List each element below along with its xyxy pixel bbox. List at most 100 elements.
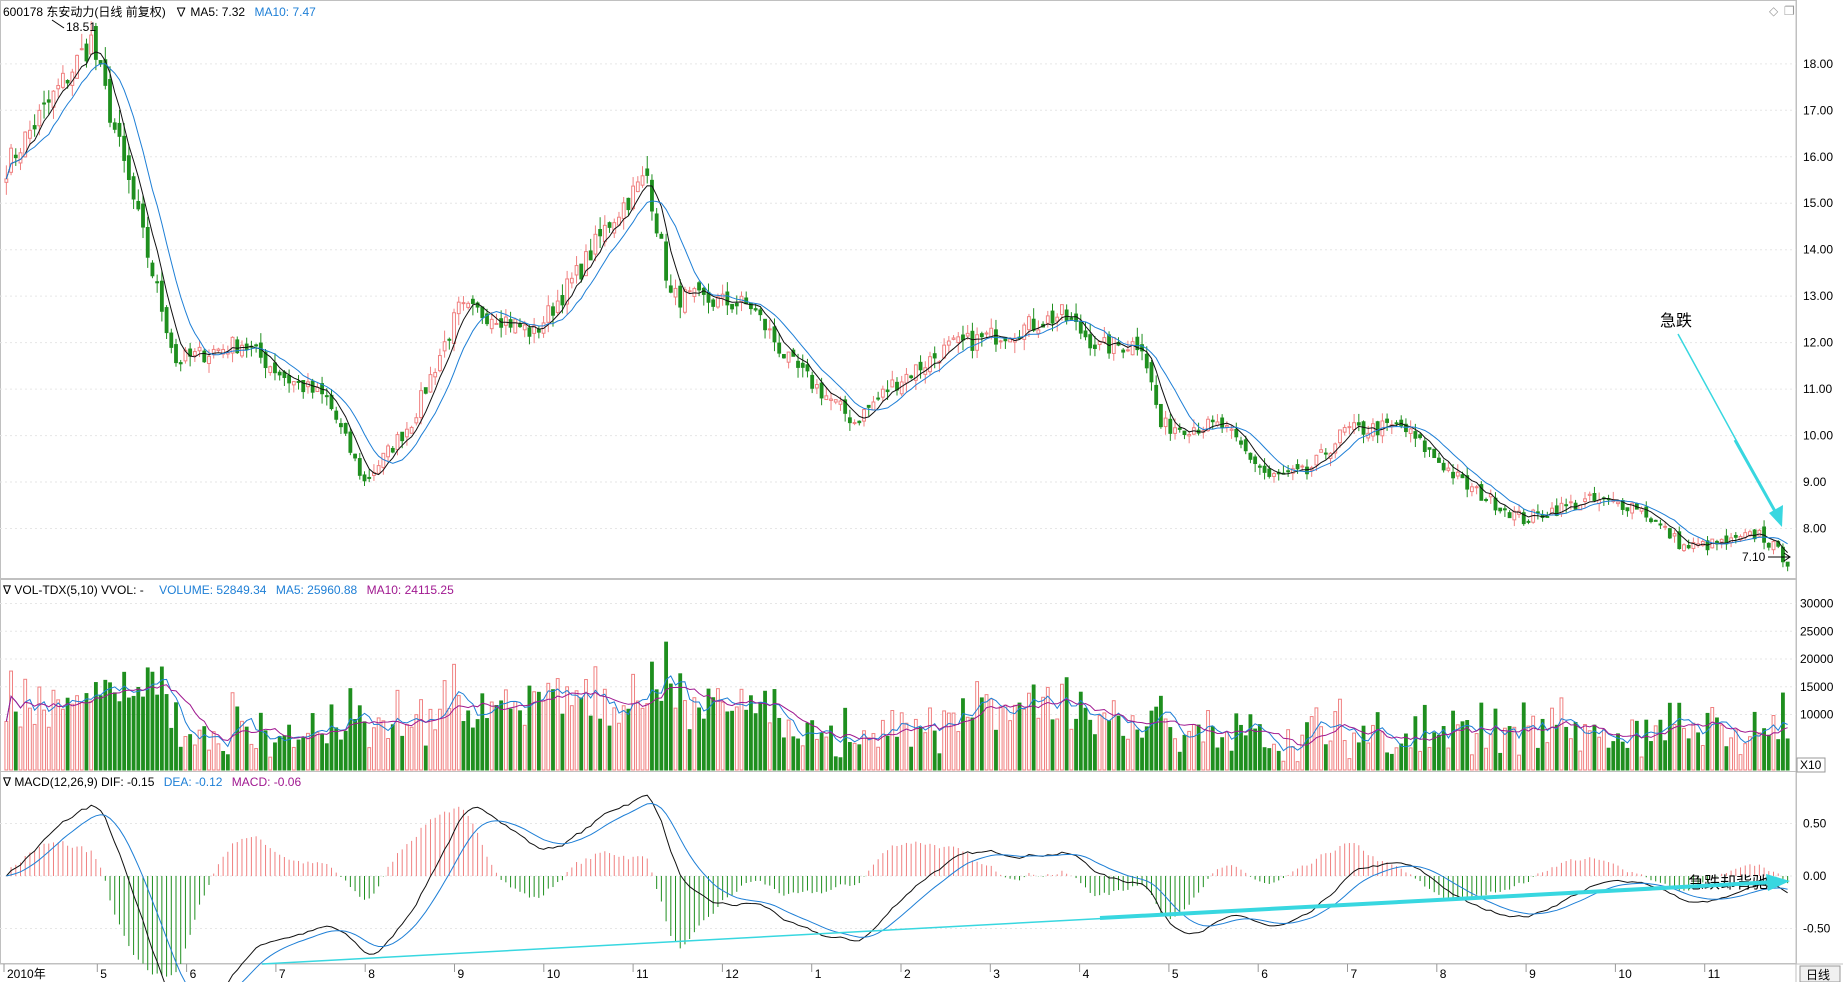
volume-bar[interactable] [1356,742,1361,771]
volume-bar[interactable] [1262,747,1267,771]
candle[interactable] [1785,561,1790,572]
volume-bar[interactable] [70,703,75,771]
volume-bar[interactable] [1587,730,1592,771]
volume-bar[interactable] [1634,720,1639,771]
candle[interactable] [617,211,621,226]
volume-bar[interactable] [178,746,183,771]
candle[interactable] [1262,458,1267,480]
volume-bar[interactable] [221,750,226,771]
candle[interactable] [635,176,640,193]
candle[interactable] [1286,465,1291,477]
volume-bar[interactable] [1017,702,1022,771]
volume-bar[interactable] [1469,754,1474,771]
volume-bar[interactable] [819,732,824,771]
candle[interactable] [485,308,489,327]
candle[interactable] [1493,492,1498,516]
volume-bar[interactable] [1144,726,1149,771]
volume-bar[interactable] [390,724,395,771]
volume-bar[interactable] [475,719,480,771]
volume-bar[interactable] [635,700,640,771]
candle[interactable] [447,337,452,350]
volume-bar[interactable] [1140,737,1144,771]
volume-bar[interactable] [1224,731,1229,771]
candle[interactable] [1418,433,1422,440]
candle[interactable] [1592,486,1597,503]
candle[interactable] [918,355,923,379]
volume-bar[interactable] [461,721,466,771]
volume-bar[interactable] [230,692,235,771]
candle[interactable] [1276,469,1281,481]
candle[interactable] [1272,471,1276,483]
candle[interactable] [1573,499,1578,511]
candle[interactable] [192,348,197,362]
volume-bar[interactable] [904,722,909,771]
volume-bar[interactable] [1488,733,1493,771]
volume-bar[interactable] [833,756,838,771]
volume-bar[interactable] [9,670,13,771]
volume-bar[interactable] [1719,724,1724,771]
candle[interactable] [593,225,598,262]
candle[interactable] [739,291,744,312]
volume-bar[interactable] [117,701,122,771]
volume-bar[interactable] [1121,735,1126,771]
volume-bar[interactable] [730,710,734,771]
volume-bar[interactable] [395,689,400,771]
volume-bar[interactable] [1385,752,1390,771]
volume-bar[interactable] [1045,686,1050,771]
candle[interactable] [1323,448,1328,460]
volume-bar[interactable] [1479,702,1484,771]
volume-bar[interactable] [1135,729,1140,771]
candle[interactable] [84,38,89,68]
volume-bar[interactable] [536,691,541,771]
candle[interactable] [1144,346,1149,374]
candle[interactable] [734,295,739,315]
candle[interactable] [763,318,767,339]
candle[interactable] [1069,312,1074,320]
volume-bar[interactable] [1474,733,1479,771]
volume-bar[interactable] [650,661,654,771]
volume-bar[interactable] [1088,719,1093,771]
candle[interactable] [1521,509,1526,526]
candle[interactable] [895,377,899,396]
candle[interactable] [1093,336,1097,357]
volume-bar[interactable] [353,719,357,771]
candle[interactable] [1484,497,1488,503]
candle[interactable] [1003,336,1008,349]
volume-bar[interactable] [1253,728,1258,771]
volume-bar[interactable] [1729,737,1734,771]
volume-bar[interactable] [716,688,720,771]
volume-bar[interactable] [1446,747,1451,771]
candle[interactable] [9,144,13,176]
volume-bar[interactable] [720,701,725,771]
volume-bar[interactable] [197,729,202,771]
candle[interactable] [1371,418,1375,442]
volume-bar[interactable] [1097,715,1102,771]
volume-bar[interactable] [1733,729,1738,771]
candle[interactable] [1724,529,1729,550]
volume-bar[interactable] [1215,747,1220,771]
candle[interactable] [1691,537,1696,553]
volume-bar[interactable] [979,697,984,771]
volume-bar[interactable] [367,747,372,771]
volume-bar[interactable] [574,690,579,771]
candle[interactable] [93,22,98,71]
volume-bar[interactable] [843,707,848,771]
candle[interactable] [376,460,381,474]
candle[interactable] [1686,539,1691,550]
volume-bar[interactable] [1413,716,1418,771]
volume-bar[interactable] [112,692,117,771]
candle[interactable] [1700,539,1705,547]
candle[interactable] [961,325,965,351]
volume-bar[interactable] [183,736,188,771]
volume-bar[interactable] [1620,741,1625,771]
volume-bar[interactable] [692,697,697,771]
candle[interactable] [579,263,584,283]
volume-bar[interactable] [150,671,155,771]
volume-bar[interactable] [508,708,513,771]
volume-bar[interactable] [645,703,650,771]
volume-bar[interactable] [343,730,348,771]
candle[interactable] [1597,492,1602,512]
volume-bar[interactable] [1008,720,1013,771]
candle[interactable] [367,469,372,483]
volume-bar[interactable] [348,688,353,771]
